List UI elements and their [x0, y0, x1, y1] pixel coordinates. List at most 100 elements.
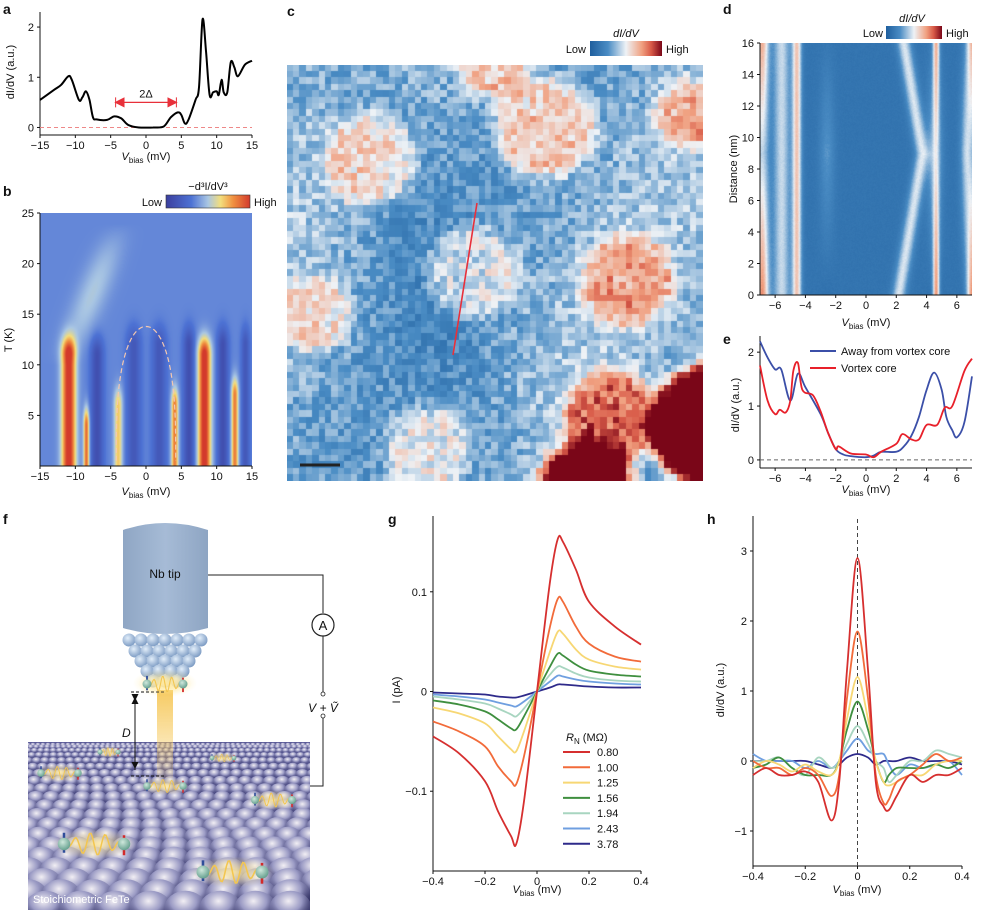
pair-wavefunction — [40, 766, 79, 780]
x-axis-label-h: Vbias (mV) — [833, 884, 882, 898]
surface-bump — [81, 757, 92, 765]
y-tick-label: 0 — [28, 122, 34, 134]
x-label-var: V — [122, 151, 131, 163]
axes-h: −0.4 −0.2 0 0.2 0.4 −1 0 1 2 3 dI/dV (a.u.) Vbias (… — [715, 516, 970, 898]
colorbar-d-gradient — [886, 26, 942, 39]
y-tick-label: 10 — [22, 360, 34, 372]
colorbar-d-high: High — [946, 28, 969, 40]
electron-sphere — [142, 679, 152, 689]
didv-curve-2 — [752, 676, 963, 787]
x-tick-label: 0.4 — [954, 871, 969, 883]
surface-bump — [31, 757, 42, 765]
y-tick-label: 12 — [742, 101, 754, 113]
y-tick-label: 2 — [741, 616, 747, 628]
surface-bump — [266, 757, 277, 765]
surface-bump — [98, 757, 109, 765]
surface-bump — [0, 836, 18, 859]
surface-bump — [312, 776, 327, 787]
surface-bump — [296, 762, 309, 772]
surface-bump — [194, 752, 204, 759]
pair-wavefunction — [146, 779, 184, 793]
surface-bump — [281, 747, 290, 754]
x-axis-label-e: Vbias (mV) — [842, 484, 891, 498]
legend-label-0.80: 0.80 — [597, 747, 618, 759]
x-tick-label: −15 — [31, 471, 50, 483]
electron-sphere — [209, 755, 215, 761]
surface-bump — [179, 752, 189, 759]
x-axis-label-g: Vbias (mV) — [513, 884, 562, 898]
surface-bump — [1, 799, 22, 815]
y-tick-label: 16 — [742, 38, 754, 50]
x-axis-label-a: Vbias (mV) — [122, 151, 171, 165]
axes-d: −6 −4 −2 0 2 4 6 0 2 4 6 8 10 12 14 16 Distance (nm) Vbia… — [728, 38, 972, 331]
panel-letter-e: e — [723, 331, 731, 347]
pair-wavefunction — [146, 675, 184, 693]
iv-curve-0.80 — [432, 534, 642, 847]
electron-sphere — [251, 796, 259, 804]
legend-label-1.94: 1.94 — [597, 808, 618, 820]
tip-atom — [170, 654, 184, 668]
y-tick-label: 0 — [741, 756, 747, 768]
surface-bump — [18, 748, 26, 753]
y-tick-label: 2 — [748, 259, 754, 271]
spectrum-curve-a — [39, 17, 253, 129]
surface-bump — [15, 757, 25, 764]
y-tick-label: 2 — [748, 347, 754, 359]
x-tick-label: −0.2 — [474, 876, 496, 888]
legend-label-1.00: 1.00 — [597, 762, 618, 774]
surface-bump — [56, 757, 67, 765]
surface-bump — [200, 747, 208, 754]
y-tick-label: 10 — [742, 133, 754, 145]
surface-bump — [39, 757, 50, 765]
surface-bump — [28, 852, 31, 867]
electron-sphere — [115, 749, 121, 755]
electron-sphere — [57, 837, 71, 851]
x-label-unit: (mV) — [144, 151, 171, 163]
x-label-var: V — [122, 486, 131, 498]
conductance-map-c — [287, 65, 703, 481]
surface-bump — [181, 747, 189, 754]
x-tick-label: 0 — [143, 140, 149, 152]
linecut-heatmap-d — [760, 43, 972, 295]
y-tick-label: 0 — [421, 687, 427, 699]
surface-bump — [181, 762, 193, 772]
x-tick-label: 2 — [893, 300, 899, 312]
surface-bump — [148, 757, 159, 765]
y-tick-label: 0.1 — [412, 587, 427, 599]
tip-atom — [182, 654, 196, 668]
x-tick-label: 0.4 — [633, 876, 648, 888]
x-tick-label: −6 — [769, 300, 782, 312]
surface-bump — [283, 757, 293, 765]
colorbar-b: −d³I/dV³ Low High — [142, 181, 277, 209]
legend-g-title-unit: (MΩ) — [580, 732, 608, 744]
surface-bump — [182, 757, 193, 765]
tip-atom — [164, 644, 178, 658]
x-tick-label: −5 — [104, 471, 117, 483]
x-tick-label: −2 — [829, 300, 842, 312]
x-tick-label: −4 — [799, 300, 812, 312]
colorbar-d-title: dI/dV — [899, 13, 926, 25]
tip-atom — [152, 644, 166, 658]
surface-bump — [28, 898, 32, 910]
surface-bump — [0, 857, 17, 885]
surface-bump — [28, 794, 30, 802]
x-axis-label-d: Vbias (mV) — [842, 317, 891, 331]
tip-atom — [158, 633, 172, 647]
axes-a: −15 −10 −5 0 5 10 15 0 1 2 dI/dV (a.u.) Vbias (mV) — [5, 12, 258, 165]
cooper-pairs — [33, 673, 300, 888]
surface-bump — [121, 752, 131, 759]
y-tick-label: 25 — [22, 208, 34, 220]
y-tick-label: 0 — [748, 290, 754, 302]
electron-sphere — [196, 865, 210, 879]
y-tick-label: −0.1 — [405, 786, 427, 798]
x-tick-label: 0 — [143, 471, 149, 483]
panel-letter-f: f — [3, 511, 8, 527]
surface-bump — [225, 747, 233, 754]
surface-bump — [174, 757, 184, 765]
surface-bump — [269, 747, 277, 754]
surface-bump — [124, 747, 133, 754]
x-label-var: V — [842, 317, 851, 329]
surface-bump — [140, 757, 151, 765]
colorbar-b-title: −d³I/dV³ — [188, 181, 228, 193]
legend-e: Away from vortex core Vortex core — [810, 346, 950, 375]
